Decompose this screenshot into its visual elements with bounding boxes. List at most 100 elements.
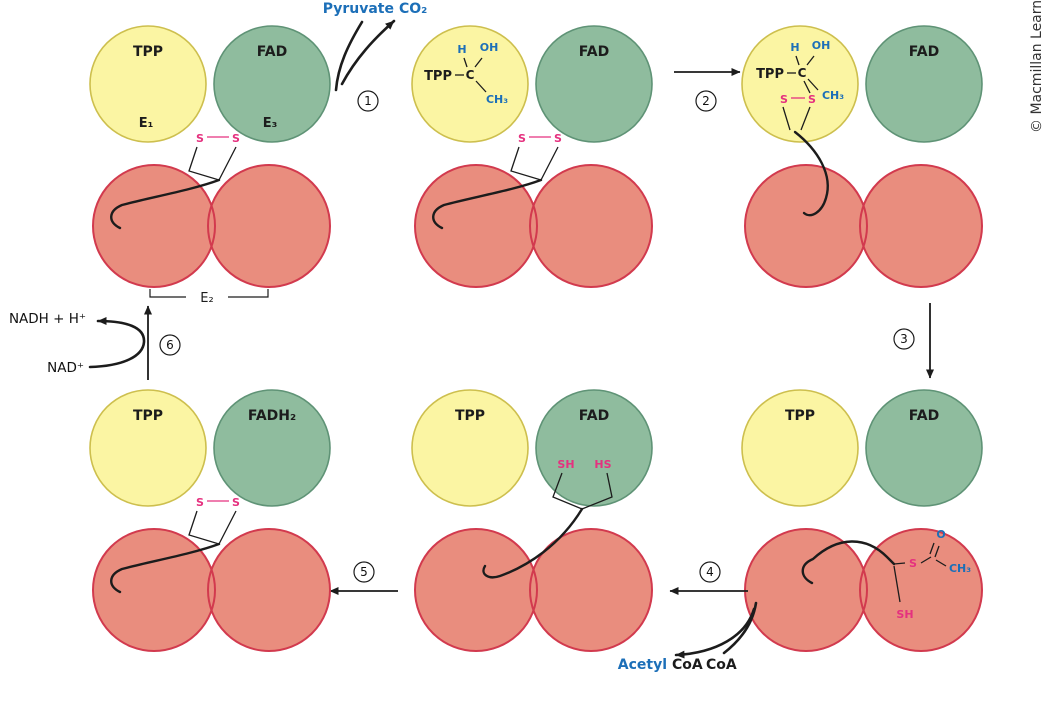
step-4-reaction: 4 Acetyl CoA CoA xyxy=(618,561,758,673)
carbonyl-double-bond xyxy=(929,542,940,558)
sulfur-label: S xyxy=(780,93,788,106)
lipoamide-arm xyxy=(793,130,829,217)
c-oh-bond xyxy=(806,55,815,66)
sulfur-label: S xyxy=(518,132,526,145)
tpp-label: TPP xyxy=(756,67,784,82)
co2-label: CO₂ xyxy=(399,1,427,17)
step-1-reaction: Pyruvate CO₂ 1 xyxy=(323,1,427,112)
e3-fad-circle xyxy=(535,389,653,507)
oxygen-label: O xyxy=(936,528,945,541)
e1-label: E₁ xyxy=(139,116,154,131)
thiol-label: HS xyxy=(594,458,611,471)
fad-label: FAD xyxy=(909,44,939,60)
tpp-label: TPP xyxy=(455,408,485,424)
acetyl-coa-out-curve xyxy=(674,607,756,659)
c-ch3-bond xyxy=(807,78,819,91)
hydroxyl-label: OH xyxy=(812,39,831,52)
nad-nadh-curve xyxy=(88,317,146,369)
lipoamide-arm xyxy=(432,178,543,230)
step-5-badge xyxy=(353,561,375,583)
step-2-badge xyxy=(695,90,717,112)
c-ch3-bond xyxy=(935,559,947,567)
tpp-label: TPP xyxy=(133,44,163,60)
tpp-label: TPP xyxy=(133,408,163,424)
panel-state-2: TPP C H OH CH₃ FAD S S xyxy=(411,25,653,288)
coa-label: CoA xyxy=(706,657,737,673)
e2-core-outline-right xyxy=(859,528,983,652)
step-6-number: 6 xyxy=(166,338,174,352)
e2-core-outline-left xyxy=(414,164,538,288)
e2-core-circle-right xyxy=(530,165,652,287)
e2-core-circle-right xyxy=(860,165,982,287)
e1-tpp-circle xyxy=(89,389,207,507)
step-4-number: 4 xyxy=(706,565,714,579)
step-1-badge xyxy=(357,90,379,112)
e2-core-outline-left xyxy=(92,164,216,288)
e2-core-outline-right xyxy=(529,528,653,652)
e2-core-circle-left xyxy=(93,529,215,651)
c-oh-bond xyxy=(474,57,483,68)
methyl-label: CH₃ xyxy=(486,93,508,106)
panel-state-1: TPP E₁ FAD E₃ S S E₂ xyxy=(89,25,331,306)
coa-in-curve xyxy=(722,601,758,655)
e1-tpp-circle xyxy=(89,25,207,143)
c-ch3-bond xyxy=(475,80,487,93)
thiol-label: SH xyxy=(557,458,574,471)
step-6-badge xyxy=(159,334,181,356)
e3-fad-circle xyxy=(535,25,653,143)
e1-tpp-circle xyxy=(741,25,859,143)
e2-core-circle-right xyxy=(208,529,330,651)
tpp-label: TPP xyxy=(424,69,452,84)
e2-core-circle-right xyxy=(208,165,330,287)
methyl-label: CH₃ xyxy=(949,562,971,575)
carbon-label: C xyxy=(466,68,475,82)
pyruvate-label: Pyruvate xyxy=(323,1,394,17)
e2-core-outline-left xyxy=(744,164,868,288)
e2-core-outline-left xyxy=(744,528,868,652)
e2-core-outline-right xyxy=(207,164,331,288)
c-s-bond xyxy=(803,80,811,94)
step-5-reaction: 5 xyxy=(329,561,398,595)
e1-tpp-circle xyxy=(741,389,859,507)
acetyl-coa-rest-label: CoA xyxy=(672,657,703,673)
thiol-label: SH xyxy=(896,608,913,621)
c-h-bond xyxy=(463,57,468,68)
step-4-badge xyxy=(699,561,721,583)
nadh-label: NADH + H⁺ xyxy=(9,311,86,327)
e2-core-outline-right xyxy=(859,164,983,288)
e2-core-outline-left xyxy=(92,528,216,652)
step-3-reaction: 3 xyxy=(893,303,934,379)
e3-fad-circle xyxy=(865,25,983,143)
c-h-bond xyxy=(795,55,800,66)
sulfur-label: S xyxy=(808,93,816,106)
fad-label: FAD xyxy=(909,408,939,424)
acetyl-label: Acetyl xyxy=(618,657,667,673)
hydrogen-label: H xyxy=(790,41,799,54)
s-carbonyl-bond xyxy=(920,556,932,564)
sulfur-label: S xyxy=(232,132,240,145)
hydroxyl-label: OH xyxy=(480,41,499,54)
carbon-label: C xyxy=(798,66,807,80)
e2-label: E₂ xyxy=(200,291,213,306)
e2-core-circle-left xyxy=(415,529,537,651)
e2-core-circle-right xyxy=(530,529,652,651)
step-3-badge xyxy=(893,328,915,350)
hydrogen-label: H xyxy=(457,43,466,56)
e2-core-circle-left xyxy=(745,529,867,651)
dithiolane-ring xyxy=(188,510,237,545)
dithiolane-ring xyxy=(510,146,559,181)
step-3-number: 3 xyxy=(900,332,908,346)
sulfur-label: S xyxy=(232,496,240,509)
nad-label: NAD⁺ xyxy=(47,360,84,376)
e3-fad-circle xyxy=(213,25,331,143)
sulfur-label: S xyxy=(196,496,204,509)
lipoamide-arm xyxy=(110,542,221,594)
e1-tpp-circle xyxy=(411,389,529,507)
e3-fadh2-circle xyxy=(213,389,331,507)
lipoamide-arm xyxy=(482,507,584,579)
sulfur-label: S xyxy=(554,132,562,145)
step-5-number: 5 xyxy=(360,565,368,579)
methyl-label: CH₃ xyxy=(822,89,844,102)
lipoamide-arm xyxy=(801,540,896,585)
